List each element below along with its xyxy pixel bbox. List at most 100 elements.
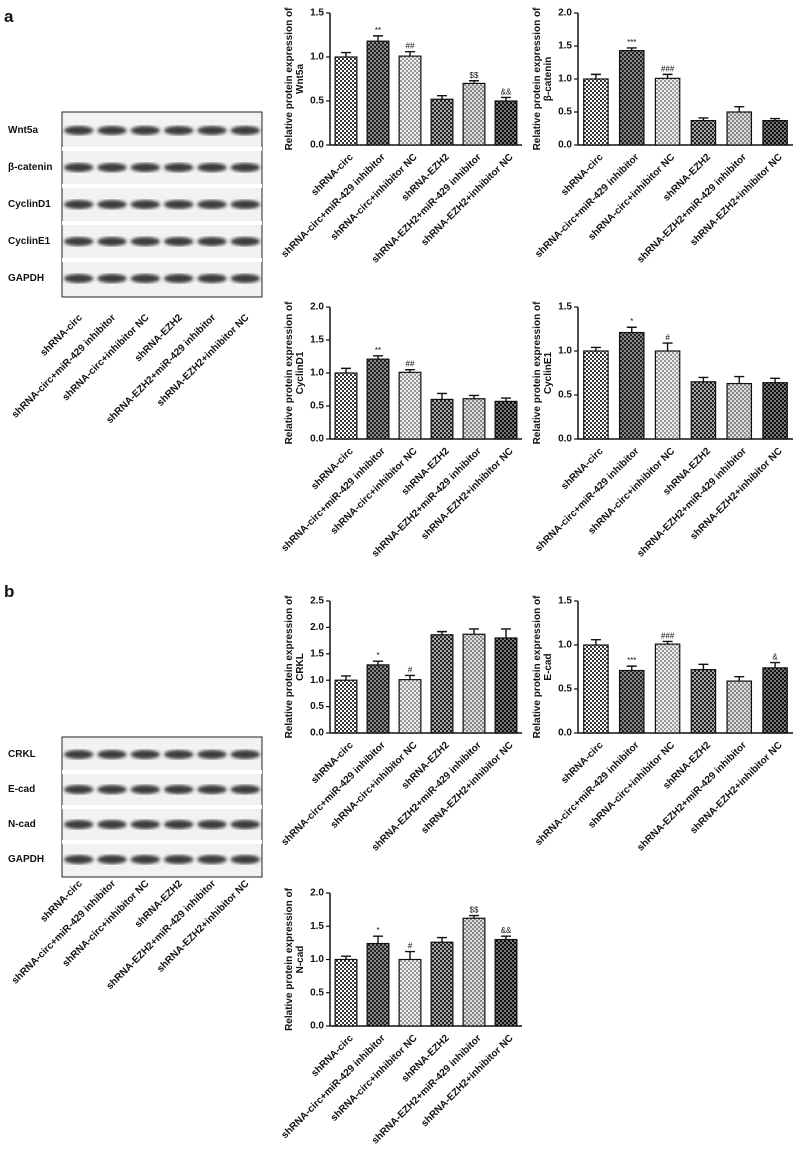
bar — [462, 917, 486, 1027]
bar — [583, 78, 609, 146]
significance-label: ## — [406, 360, 415, 369]
blot-band — [164, 126, 194, 135]
error-bar — [734, 675, 745, 682]
bar — [334, 958, 358, 1027]
significance-label: *** — [627, 38, 636, 47]
y-tick-label: 1.5 — [310, 921, 324, 932]
y-tick-label: 2.0 — [310, 622, 324, 633]
significance-label: ### — [661, 631, 675, 640]
blot-band — [97, 200, 127, 209]
error-bar — [770, 377, 781, 383]
bar — [462, 82, 486, 146]
bar — [654, 643, 681, 734]
significance-label: *** — [627, 656, 636, 665]
blot-band — [230, 820, 260, 829]
bar — [366, 942, 390, 1027]
y-tick-label: 0.5 — [558, 107, 572, 118]
significance-label: && — [501, 926, 512, 935]
blot-separator — [62, 221, 262, 225]
error-bar — [662, 342, 673, 351]
y-axis-label: CyclinD1 — [295, 351, 306, 394]
error-bar — [373, 355, 383, 360]
blot-band — [164, 820, 194, 829]
y-tick-label: 1.0 — [310, 954, 324, 965]
bar — [654, 77, 681, 146]
blot-band — [63, 237, 94, 246]
error-bar — [437, 936, 447, 943]
blot-band — [197, 274, 227, 283]
y-tick-label: 1.5 — [558, 596, 572, 607]
y-axis-label: Relative protein expression of — [532, 595, 543, 738]
y-axis-label: Relative protein expression of — [284, 887, 295, 1030]
error-bar — [437, 392, 447, 400]
y-axis-label: CyclinE1 — [543, 351, 554, 394]
blot-band — [197, 785, 227, 794]
error-bar — [770, 117, 781, 121]
blot-band — [130, 126, 160, 135]
significance-label: * — [630, 317, 633, 326]
y-axis-label: Relative protein expression of — [284, 301, 295, 444]
y-tick-label: 0.0 — [558, 140, 572, 151]
significance-label: ** — [375, 346, 381, 355]
error-bar — [373, 660, 383, 665]
error-bar — [501, 96, 511, 101]
significance-label: && — [501, 87, 512, 96]
blot-band — [164, 750, 194, 759]
error-bar — [341, 675, 351, 681]
bar — [398, 679, 422, 734]
y-tick-label: 0.5 — [310, 401, 324, 412]
significance-label: # — [408, 665, 413, 674]
blot-band — [97, 820, 127, 829]
y-tick-label: 0.0 — [310, 1021, 324, 1032]
bar — [398, 55, 422, 146]
y-axis-label: CRKL — [295, 653, 306, 681]
significance-label: $$ — [470, 71, 479, 80]
blot-separator — [62, 840, 262, 844]
significance-label: $$ — [470, 906, 479, 915]
blot-row-label: Wnt5a — [8, 125, 38, 136]
y-tick-label: 1.0 — [558, 640, 572, 651]
error-bar — [662, 640, 673, 645]
error-bar — [698, 376, 709, 382]
error-bar — [626, 665, 637, 671]
blot-band — [230, 274, 260, 283]
blot-band — [164, 785, 194, 794]
significance-label: * — [376, 926, 379, 935]
y-tick-label: 0.0 — [310, 140, 324, 151]
error-bar — [437, 95, 447, 100]
bar — [430, 98, 454, 146]
y-axis-label: β-catenin — [543, 57, 554, 101]
bar — [398, 371, 422, 440]
y-tick-label: 0.5 — [310, 96, 324, 107]
blot-separator — [62, 770, 262, 774]
blot-band — [63, 785, 94, 794]
error-bar — [405, 51, 415, 57]
blot-band — [197, 126, 227, 135]
blot-band — [63, 750, 94, 759]
bar — [726, 111, 753, 146]
blot-band — [63, 855, 94, 864]
bar — [334, 372, 358, 440]
bar — [334, 679, 358, 734]
blot-row-label: β-catenin — [8, 162, 52, 173]
blot-band — [97, 163, 127, 172]
y-tick-label: 0.0 — [558, 434, 572, 445]
error-bar — [341, 367, 351, 373]
y-tick-label: 1.0 — [310, 368, 324, 379]
blot-band — [164, 274, 194, 283]
error-bar — [626, 326, 637, 333]
y-axis-label: E-cad — [543, 653, 554, 680]
error-bar — [341, 955, 351, 960]
bar — [618, 331, 645, 440]
blot-row-label: GAPDH — [8, 273, 44, 284]
significance-label: ** — [375, 26, 381, 35]
blot-separator — [62, 184, 262, 188]
blot-band — [164, 163, 194, 172]
blot-band — [197, 200, 227, 209]
y-axis-label: Relative protein expression of — [284, 7, 295, 150]
blot-band — [230, 785, 260, 794]
error-bar — [437, 630, 447, 635]
error-bar — [590, 73, 601, 79]
y-tick-label: 2.0 — [310, 888, 324, 899]
